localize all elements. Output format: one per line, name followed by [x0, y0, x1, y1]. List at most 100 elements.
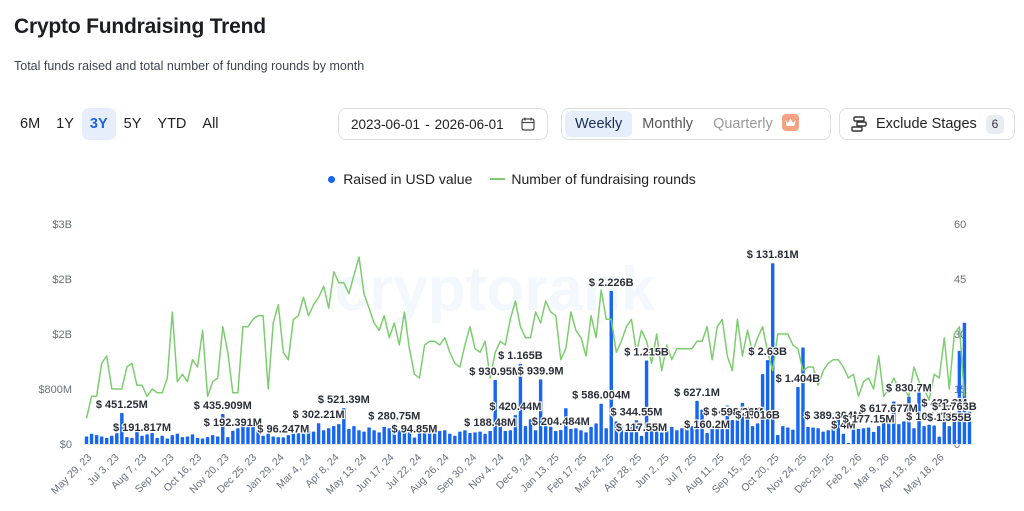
bar	[846, 443, 851, 444]
bar	[453, 435, 457, 444]
bar	[614, 421, 619, 444]
bar-data-label: $ 96.247M	[257, 423, 309, 435]
bar	[115, 433, 119, 444]
range-tab-all[interactable]: All	[202, 116, 219, 132]
bar	[841, 433, 846, 444]
range-tab-ytd[interactable]: YTD	[157, 116, 187, 132]
bar-data-label: $ 1.404B	[776, 373, 821, 385]
bar	[99, 436, 104, 444]
bar	[609, 290, 613, 444]
bar	[185, 436, 190, 444]
bar	[665, 430, 669, 444]
bar	[180, 437, 185, 444]
bar	[104, 437, 109, 444]
bar	[448, 433, 452, 444]
bar	[564, 408, 568, 444]
bar	[760, 374, 765, 444]
range-tab-6m[interactable]: 6M	[20, 116, 41, 132]
bar	[205, 437, 210, 444]
bar-data-label: $ 204.484M	[532, 416, 590, 428]
bar	[821, 431, 825, 444]
bar	[432, 428, 437, 444]
y-left-tick-label: $800M	[38, 384, 72, 396]
exclude-stages-button[interactable]: Exclude Stages 6	[839, 108, 1015, 140]
bar	[427, 433, 432, 444]
period-monthly[interactable]: Monthly	[642, 116, 694, 132]
bar	[907, 396, 911, 444]
bar	[200, 438, 205, 444]
bar	[165, 438, 169, 444]
bar	[513, 415, 518, 444]
bar	[871, 431, 876, 444]
bar	[306, 430, 311, 444]
crown-icon	[781, 113, 799, 131]
bar	[84, 436, 89, 444]
bar-data-label: $ 617.677M	[860, 403, 918, 415]
bar	[120, 412, 124, 444]
y-left-tick-label: $0	[60, 439, 72, 451]
period-weekly[interactable]: Weekly	[565, 111, 633, 137]
bar	[649, 426, 654, 444]
bar-data-label: $ 4M	[831, 420, 855, 432]
bar	[210, 435, 215, 444]
bar	[881, 422, 886, 444]
bar	[634, 420, 639, 444]
watermark-text: cryptorank	[335, 255, 656, 324]
bar	[160, 435, 164, 444]
bar	[831, 424, 835, 444]
bar	[589, 426, 593, 444]
bar	[377, 432, 381, 444]
bar	[503, 430, 508, 444]
bar-data-label: $ 420.44M	[489, 401, 541, 413]
bar	[887, 417, 891, 444]
range-tab-5y[interactable]: 5Y	[123, 116, 142, 132]
bar-data-label: $ 627.1M	[674, 387, 720, 399]
bar	[130, 437, 134, 444]
bar	[710, 428, 714, 444]
range-tab-3y[interactable]: 3Y	[81, 108, 116, 140]
legend-rounds[interactable]: Number of fundraising rounds	[490, 171, 696, 187]
bar	[543, 426, 548, 444]
bar	[301, 432, 306, 444]
bar	[715, 428, 719, 444]
bar	[750, 426, 755, 444]
bar	[311, 431, 316, 444]
period-quarterly[interactable]: Quarterly	[703, 111, 809, 137]
bar	[342, 408, 346, 444]
bar	[639, 435, 644, 444]
bar	[644, 360, 649, 444]
bar	[135, 430, 139, 444]
date-range-picker[interactable]: 2023-06-01 - 2026-06-01	[338, 108, 548, 140]
legend-rounds-marker	[490, 178, 506, 180]
bar	[559, 429, 563, 444]
bar	[912, 428, 916, 444]
bar-data-label: $ 188.48M	[464, 417, 516, 429]
bar	[786, 427, 790, 444]
bar	[326, 428, 331, 444]
bar	[957, 350, 962, 444]
fundraising-chart: cryptorank$0$800M$2B$2B$3B015304560$ 451…	[38, 219, 977, 497]
range-tab-1y[interactable]: 1Y	[56, 116, 74, 132]
bar-data-label: $ 191.817M	[113, 422, 171, 434]
bar-data-label: $ 389.304M	[804, 410, 862, 422]
y-left-tick-label: $3B	[52, 219, 72, 231]
bar-data-label: $ 1.016B	[735, 409, 780, 421]
bar-data-label: $ 345.206M	[703, 406, 761, 418]
legend-raised[interactable]: Raised in USD value	[328, 171, 472, 187]
bar	[337, 424, 341, 444]
bar	[584, 432, 588, 444]
bar-data-label: $ 930.95M	[469, 366, 521, 378]
bar	[892, 401, 896, 444]
page-title: Crypto Fundraising Trend	[14, 15, 266, 38]
bar	[740, 402, 745, 444]
bar	[937, 436, 941, 444]
bar	[417, 430, 422, 444]
bar	[478, 431, 482, 444]
bar-data-label: $ 192.391M	[204, 417, 262, 429]
bar-data-label: $ 521.39M	[318, 394, 370, 406]
bar	[155, 437, 159, 444]
bar-data-label: $ 1.355B	[927, 412, 972, 424]
bar	[321, 430, 326, 444]
bar-data-label: $ 830.7M	[886, 383, 932, 395]
bar	[246, 424, 250, 444]
